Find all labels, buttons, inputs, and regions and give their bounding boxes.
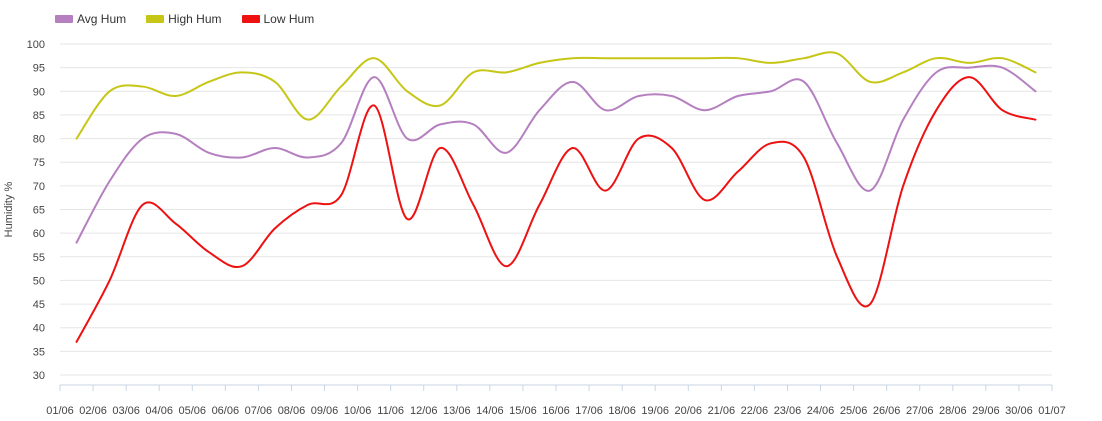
y-tick-label: 95	[33, 63, 45, 75]
x-tick-label: 03/06	[112, 405, 140, 417]
y-axis-title: Humidity %	[3, 181, 15, 237]
y-tick-label: 100	[27, 39, 45, 51]
x-tick-label: 25/06	[840, 405, 868, 417]
x-tick-label: 10/06	[344, 405, 372, 417]
series-line-low-hum	[75, 76, 1037, 343]
x-tick-label: 01/07	[1038, 405, 1066, 417]
x-tick-label: 29/06	[972, 405, 1000, 417]
x-tick-label: 14/06	[476, 405, 504, 417]
x-tick-label: 16/06	[542, 405, 570, 417]
series-line-avg-hum	[75, 64, 1037, 244]
x-tick-label: 15/06	[509, 405, 537, 417]
y-tick-label: 40	[33, 323, 45, 335]
y-tick-label: 80	[33, 134, 45, 146]
x-tick-label: 08/06	[278, 405, 306, 417]
x-axis: 01/06 02/06 03/06 04/06 05/06 06/06 07/06 08/06…	[46, 384, 1066, 417]
series-lines	[75, 51, 1037, 343]
x-tick-label: 18/06	[608, 405, 636, 417]
x-tick-label: 19/06	[641, 405, 669, 417]
y-tick-label: 35	[33, 346, 45, 358]
x-tick-label: 23/06	[774, 405, 802, 417]
y-tick-label: 55	[33, 252, 45, 264]
y-tick-label: 50	[33, 275, 45, 287]
x-tick-label: 24/06	[807, 405, 835, 417]
x-tick-label: 11/06	[377, 405, 404, 417]
x-tick-label: 20/06	[675, 405, 703, 417]
y-tick-label: 65	[33, 205, 45, 217]
x-tick-label: 09/06	[311, 405, 339, 417]
x-tick-label: 26/06	[873, 405, 901, 417]
y-tick-label: 45	[33, 299, 45, 311]
x-tick-label: 27/06	[906, 405, 934, 417]
y-tick-label: 75	[33, 157, 45, 169]
x-tick-label: 30/06	[1005, 405, 1033, 417]
y-tick-label: 60	[33, 228, 45, 240]
x-tick-label: 02/06	[79, 405, 107, 417]
y-axis-ticks: 30 35 40 45 50 55 60 65 70 75 80 85 90 95 100	[27, 39, 45, 382]
legend-swatch-high-hum	[146, 15, 165, 23]
y-tick-label: 30	[33, 370, 45, 382]
x-tick-label: 21/06	[708, 405, 736, 417]
legend-label-high-hum: High Hum	[168, 12, 222, 26]
series-line-high-hum	[75, 51, 1037, 140]
x-tick-label: 07/06	[245, 405, 273, 417]
legend-item-high-hum[interactable]: High Hum	[146, 12, 222, 26]
legend-label-low-hum: Low Hum	[263, 12, 315, 26]
legend-item-avg-hum[interactable]: Avg Hum	[55, 12, 126, 26]
legend-label-avg-hum: Avg Hum	[77, 12, 127, 26]
y-tick-label: 70	[33, 181, 45, 193]
x-tick-label: 06/06	[212, 405, 240, 417]
y-tick-label: 85	[33, 110, 45, 122]
legend-swatch-avg-hum	[55, 15, 73, 23]
legend-swatch-low-hum	[241, 15, 260, 23]
x-tick-label: 01/06	[46, 405, 74, 417]
x-tick-label: 04/06	[145, 405, 173, 417]
legend-item-low-hum[interactable]: Low Hum	[241, 12, 315, 26]
x-tick-label: 17/06	[575, 405, 603, 417]
x-tick-label: 22/06	[741, 405, 769, 417]
x-tick-label: 12/06	[410, 405, 438, 417]
x-tick-label: 13/06	[443, 405, 471, 417]
x-tick-label: 28/06	[939, 405, 967, 417]
y-tick-label: 90	[33, 86, 45, 98]
x-tick-label: 05/06	[179, 405, 207, 417]
legend: Avg Hum High Hum Low Hum	[55, 11, 334, 27]
grid-lines	[60, 43, 1052, 376]
